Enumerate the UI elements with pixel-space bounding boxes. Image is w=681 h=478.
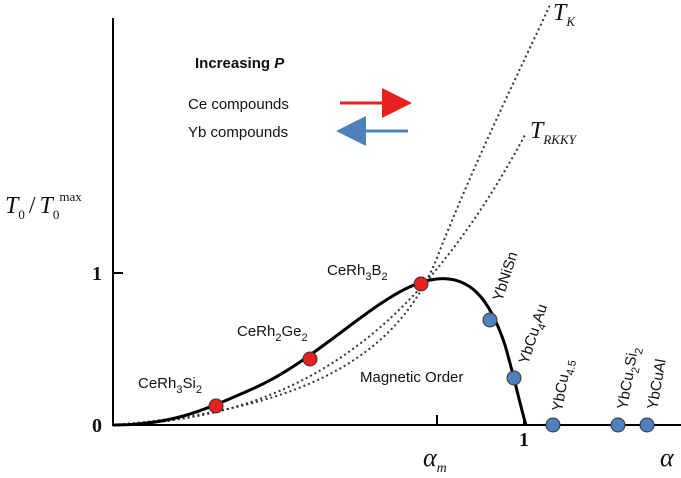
x-tick-label: αm	[423, 443, 447, 476]
kondo-curve	[112, 4, 551, 426]
title: Increasing P	[195, 55, 285, 72]
ordering-curve	[112, 277, 528, 427]
yb-label: YbNiSn	[490, 250, 522, 304]
yb-point	[545, 417, 561, 433]
yb-point	[610, 417, 626, 433]
yb-label: YbCu4.5	[549, 358, 579, 414]
kondo-label: TK	[553, 0, 576, 29]
ce-point	[302, 351, 318, 367]
yb-point	[639, 417, 655, 433]
ce-label: CeRh2Ge2	[237, 323, 308, 344]
x-axis-label: α	[660, 443, 675, 472]
region-label: Magnetic Order	[360, 369, 463, 386]
y-tick-label: 1	[92, 263, 102, 285]
y-axis-label: T0/T0max	[5, 189, 82, 222]
x-tick-label: 1	[519, 429, 529, 451]
rkky-curve	[112, 134, 526, 426]
yb-label: YbCu2Si2	[614, 346, 646, 412]
yb-point	[482, 312, 498, 328]
ce-label: CeRh3Si2	[138, 375, 202, 396]
ce-point	[413, 276, 429, 292]
yb-label: YbCuAl	[644, 358, 670, 411]
ce-label: CeRh3B2	[327, 262, 388, 283]
legend-yb: Yb compounds	[188, 124, 288, 141]
rkky-label: TRKKY	[530, 118, 578, 147]
yb-label: YbCu4Au	[516, 302, 555, 367]
y-tick-label: 0	[92, 415, 102, 437]
yb-point	[506, 370, 522, 386]
legend-ce: Ce compounds	[188, 96, 289, 113]
ce-point	[208, 398, 224, 414]
